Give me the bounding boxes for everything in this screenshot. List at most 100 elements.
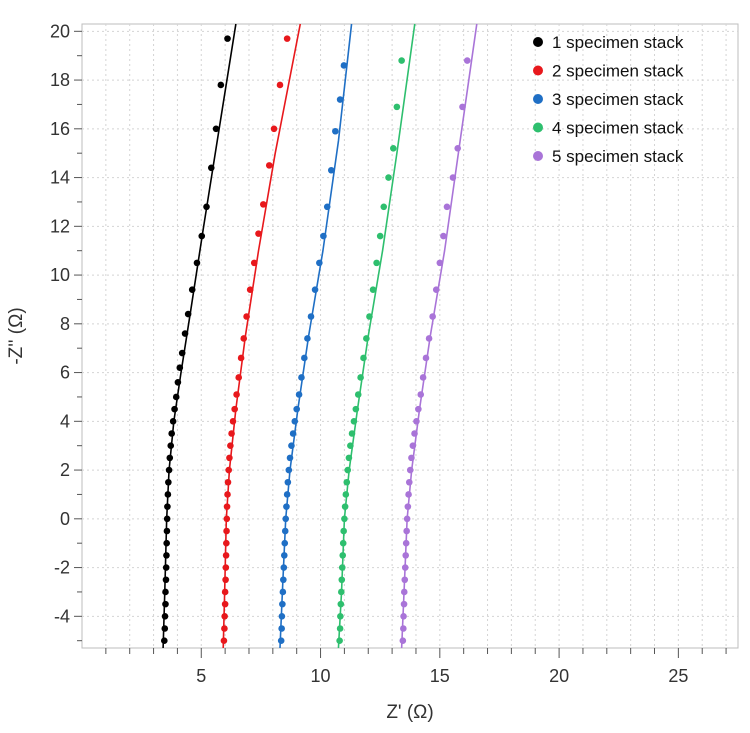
data-point-series-1 [203,203,210,211]
data-point-series-3 [282,515,290,523]
data-point-series-5 [408,454,415,462]
data-point-series-2 [240,335,248,342]
data-point-series-2 [224,478,232,486]
data-point-series-3 [283,491,291,498]
data-point-series-3 [280,552,288,559]
data-point-series-5 [400,588,408,596]
data-point-series-2 [221,625,228,632]
data-point-series-5 [409,442,417,449]
data-point-series-2 [220,637,228,644]
y-tick-label: 12 [50,216,70,236]
data-point-series-2 [227,442,234,449]
data-point-series-5 [404,503,412,510]
data-point-series-5 [459,103,466,111]
data-point-series-5 [401,576,409,584]
x-tick-label: 20 [549,666,569,686]
data-point-series-2 [223,503,231,510]
data-point-series-2 [229,418,237,425]
data-point-series-5 [399,637,407,644]
data-point-series-4 [360,354,367,362]
data-point-series-4 [336,625,344,632]
data-point-series-3 [285,466,293,474]
data-point-series-1 [167,442,175,449]
data-point-series-2 [243,313,250,320]
y-tick-label: 0 [60,509,70,529]
data-point-series-3 [286,454,294,462]
data-point-series-5 [429,313,436,320]
data-point-series-1 [181,330,189,337]
data-point-series-5 [403,515,411,523]
data-point-series-4 [336,637,343,644]
data-point-series-2 [233,391,240,398]
data-point-series-1 [163,539,170,547]
data-point-series-1 [163,552,170,559]
data-point-series-1 [217,81,225,89]
y-tick-label: 18 [50,70,70,90]
data-point-series-5 [400,600,408,608]
data-point-series-1 [198,232,206,240]
data-point-series-1 [161,637,168,644]
data-point-series-3 [340,62,348,69]
data-point-series-4 [337,600,345,608]
data-point-series-4 [339,539,347,547]
data-point-series-4 [342,491,350,498]
data-point-series-4 [398,57,405,64]
data-point-series-5 [425,335,433,342]
data-point-series-3 [327,166,335,174]
data-point-series-5 [443,203,451,211]
legend-label: 2 specimen stack [552,62,684,81]
data-point-series-2 [221,588,229,596]
legend-label: 5 specimen stack [552,147,684,166]
x-axis-title: Z' (Ω) [386,702,433,723]
data-point-series-1 [164,491,172,498]
data-point-series-3 [278,613,286,620]
data-point-series-5 [402,539,410,547]
data-point-series-5 [422,354,430,362]
data-point-series-3 [298,374,305,381]
data-point-series-4 [350,418,358,425]
legend-label: 3 specimen stack [552,90,684,109]
data-point-series-1 [166,454,174,462]
data-point-series-4 [340,527,347,535]
data-point-series-4 [338,564,346,571]
data-point-series-3 [279,588,287,596]
data-point-series-3 [288,442,295,449]
data-point-series-5 [406,466,414,474]
data-points [161,35,471,644]
data-point-series-2 [221,600,229,608]
data-point-series-1 [169,418,177,425]
data-point-series-2 [235,374,243,381]
legend-marker [533,65,543,76]
data-point-series-1 [165,466,173,474]
data-point-series-4 [341,515,348,523]
data-point-series-4 [341,503,349,510]
data-point-series-3 [295,391,303,398]
x-tick-label: 15 [430,666,450,686]
data-point-series-3 [278,625,285,632]
data-point-series-1 [207,164,215,172]
data-point-series-2 [224,491,231,498]
data-point-series-1 [193,259,201,267]
data-point-series-3 [291,418,299,425]
data-point-series-4 [366,313,373,320]
data-point-series-4 [339,552,347,559]
data-point-series-2 [225,466,233,474]
data-point-series-5 [402,552,410,559]
data-point-series-1 [163,515,171,523]
data-point-series-1 [224,35,231,42]
data-point-series-5 [463,57,471,64]
y-tick-label: 14 [50,168,70,188]
data-point-series-5 [413,418,420,425]
data-point-series-4 [347,442,354,449]
data-point-series-3 [301,354,308,362]
data-point-series-2 [265,162,273,169]
data-point-series-2 [223,539,230,547]
data-point-series-2 [255,230,262,237]
data-point-series-2 [223,515,231,523]
data-point-series-1 [188,286,196,293]
data-point-series-4 [344,466,352,474]
y-tick-label: 10 [50,265,70,285]
data-point-series-5 [440,232,447,240]
data-point-series-5 [405,491,412,498]
data-point-series-1 [162,600,169,608]
